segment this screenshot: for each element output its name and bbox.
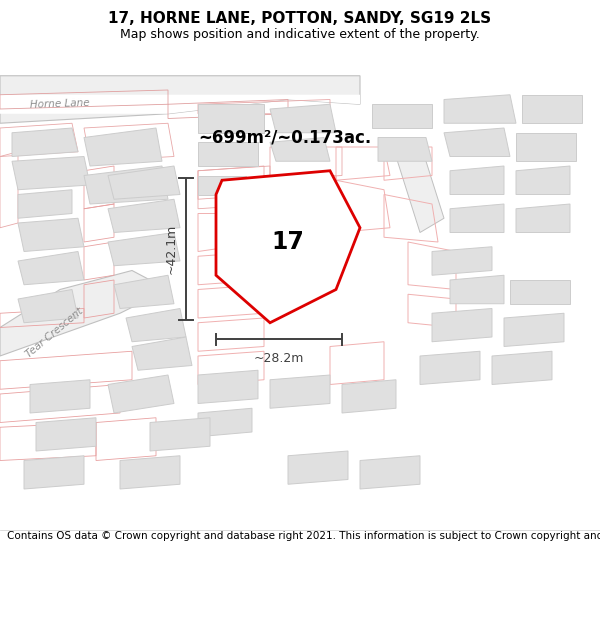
Polygon shape	[108, 375, 174, 413]
Polygon shape	[360, 456, 420, 489]
Polygon shape	[432, 247, 492, 275]
Polygon shape	[30, 380, 90, 413]
Text: ~699m²/~0.173ac.: ~699m²/~0.173ac.	[198, 129, 371, 146]
Text: Tear Crescent: Tear Crescent	[24, 306, 85, 359]
Polygon shape	[522, 95, 582, 123]
Polygon shape	[12, 156, 90, 190]
Text: Contains OS data © Crown copyright and database right 2021. This information is : Contains OS data © Crown copyright and d…	[7, 531, 600, 541]
Polygon shape	[270, 104, 336, 132]
Text: 17, HORNE LANE, POTTON, SANDY, SG19 2LS: 17, HORNE LANE, POTTON, SANDY, SG19 2LS	[109, 11, 491, 26]
Polygon shape	[516, 204, 570, 232]
Polygon shape	[132, 337, 192, 370]
Polygon shape	[198, 142, 258, 166]
Polygon shape	[18, 289, 78, 322]
Polygon shape	[108, 199, 180, 232]
Polygon shape	[378, 138, 432, 161]
Polygon shape	[36, 418, 96, 451]
Polygon shape	[288, 451, 348, 484]
Polygon shape	[0, 76, 360, 123]
Polygon shape	[18, 251, 84, 285]
Text: ~42.1m: ~42.1m	[164, 224, 178, 274]
Polygon shape	[24, 456, 84, 489]
Polygon shape	[504, 313, 564, 346]
Polygon shape	[84, 128, 162, 166]
Polygon shape	[150, 418, 210, 451]
Polygon shape	[510, 280, 570, 304]
Polygon shape	[444, 95, 516, 123]
Polygon shape	[198, 408, 252, 437]
Polygon shape	[18, 190, 72, 218]
Polygon shape	[516, 166, 570, 194]
Polygon shape	[120, 456, 180, 489]
Text: Map shows position and indicative extent of the property.: Map shows position and indicative extent…	[120, 28, 480, 41]
Polygon shape	[420, 351, 480, 384]
Polygon shape	[18, 218, 84, 251]
Text: ~28.2m: ~28.2m	[254, 352, 304, 365]
Polygon shape	[450, 275, 504, 304]
Polygon shape	[270, 375, 330, 408]
Polygon shape	[432, 309, 492, 342]
Text: 17: 17	[272, 230, 304, 254]
Polygon shape	[492, 351, 552, 384]
Polygon shape	[372, 104, 432, 128]
Polygon shape	[198, 104, 264, 132]
Polygon shape	[108, 232, 180, 266]
Polygon shape	[396, 142, 444, 232]
Polygon shape	[516, 132, 576, 161]
Polygon shape	[108, 166, 180, 199]
Polygon shape	[444, 128, 510, 156]
Polygon shape	[84, 166, 168, 204]
Polygon shape	[12, 128, 78, 156]
Polygon shape	[114, 275, 174, 309]
Text: Horne Lane: Horne Lane	[30, 98, 90, 110]
Polygon shape	[126, 309, 186, 342]
Polygon shape	[216, 171, 360, 322]
Polygon shape	[198, 370, 258, 404]
Polygon shape	[450, 166, 504, 194]
Polygon shape	[0, 95, 360, 114]
Polygon shape	[450, 204, 504, 232]
Polygon shape	[270, 138, 330, 161]
Polygon shape	[0, 271, 168, 356]
Polygon shape	[198, 176, 246, 194]
Polygon shape	[342, 380, 396, 413]
